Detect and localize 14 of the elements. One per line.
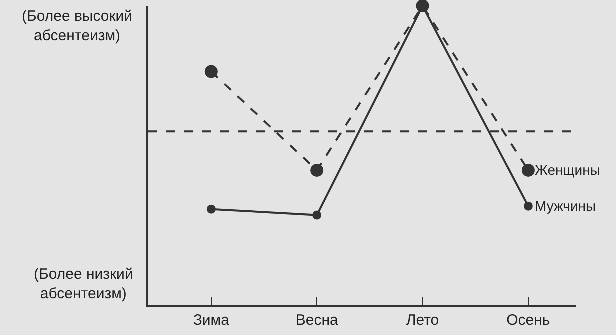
series-label: Женщины [535,162,600,178]
point [204,65,218,78]
point [310,164,324,177]
x-tick-label: Зима [193,312,230,329]
text: (Более низкий абсентеизм) [34,266,134,302]
x-tick-label: Весна [296,312,339,329]
point [312,210,322,220]
x-tick-label: Лето [406,312,440,329]
series-label: Мужчины [535,198,596,214]
text: (Более высокий абсентеизм) [22,8,133,44]
point [524,202,533,211]
x-tick-label: Осень [506,312,550,329]
point [206,204,216,214]
point [522,164,535,177]
